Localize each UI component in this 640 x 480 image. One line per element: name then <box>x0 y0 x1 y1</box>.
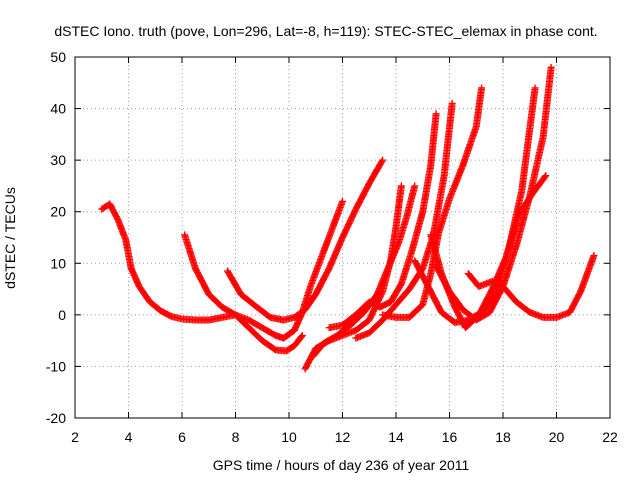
y-tick-label: 50 <box>50 49 66 65</box>
x-tick-label: 4 <box>125 429 133 445</box>
x-tick-label: 20 <box>549 429 565 445</box>
data-point-marker <box>541 173 549 181</box>
x-tick-label: 14 <box>388 429 404 445</box>
data-point-marker <box>448 99 456 107</box>
y-tick-label: -20 <box>46 410 66 426</box>
data-point-marker <box>547 63 555 71</box>
y-tick-label: 40 <box>50 101 66 117</box>
y-tick-label: 30 <box>50 152 66 168</box>
data-point-marker <box>411 182 419 190</box>
data-point-marker <box>432 110 440 118</box>
y-tick-label: -10 <box>46 358 66 374</box>
x-tick-label: 10 <box>281 429 297 445</box>
data-markers <box>98 63 598 373</box>
x-tick-label: 8 <box>232 429 240 445</box>
x-tick-label: 18 <box>495 429 511 445</box>
x-tick-label: 22 <box>602 429 618 445</box>
data-point-marker <box>297 333 305 341</box>
data-point-marker <box>397 182 405 190</box>
data-point-marker <box>542 172 550 180</box>
data-point-marker <box>378 158 386 166</box>
y-tick-label: 0 <box>58 307 66 323</box>
x-tick-label: 12 <box>335 429 351 445</box>
x-tick-label: 6 <box>178 429 186 445</box>
data-point-marker <box>298 331 306 339</box>
chart-title: dSTEC Iono. truth (pove, Lon=296, Lat=-8… <box>54 23 597 39</box>
data-point-marker <box>531 84 539 92</box>
data-point-marker <box>590 252 598 260</box>
axis-ticks: 2 4 6 8 10 12 14 16 18 20 22 -20 -10 0 10 20 30 40 50 <box>46 49 618 445</box>
y-tick-label: 20 <box>50 204 66 220</box>
x-axis-label: GPS time / hours of day 236 of year 2011 <box>213 457 470 473</box>
data-point-marker <box>339 197 346 205</box>
y-tick-label: 10 <box>50 255 66 271</box>
y-axis-label: dSTEC / TECUs <box>2 187 18 289</box>
data-point-marker <box>478 84 486 92</box>
x-tick-label: 2 <box>71 429 79 445</box>
x-tick-label: 16 <box>442 429 458 445</box>
data-point-marker <box>379 156 387 164</box>
